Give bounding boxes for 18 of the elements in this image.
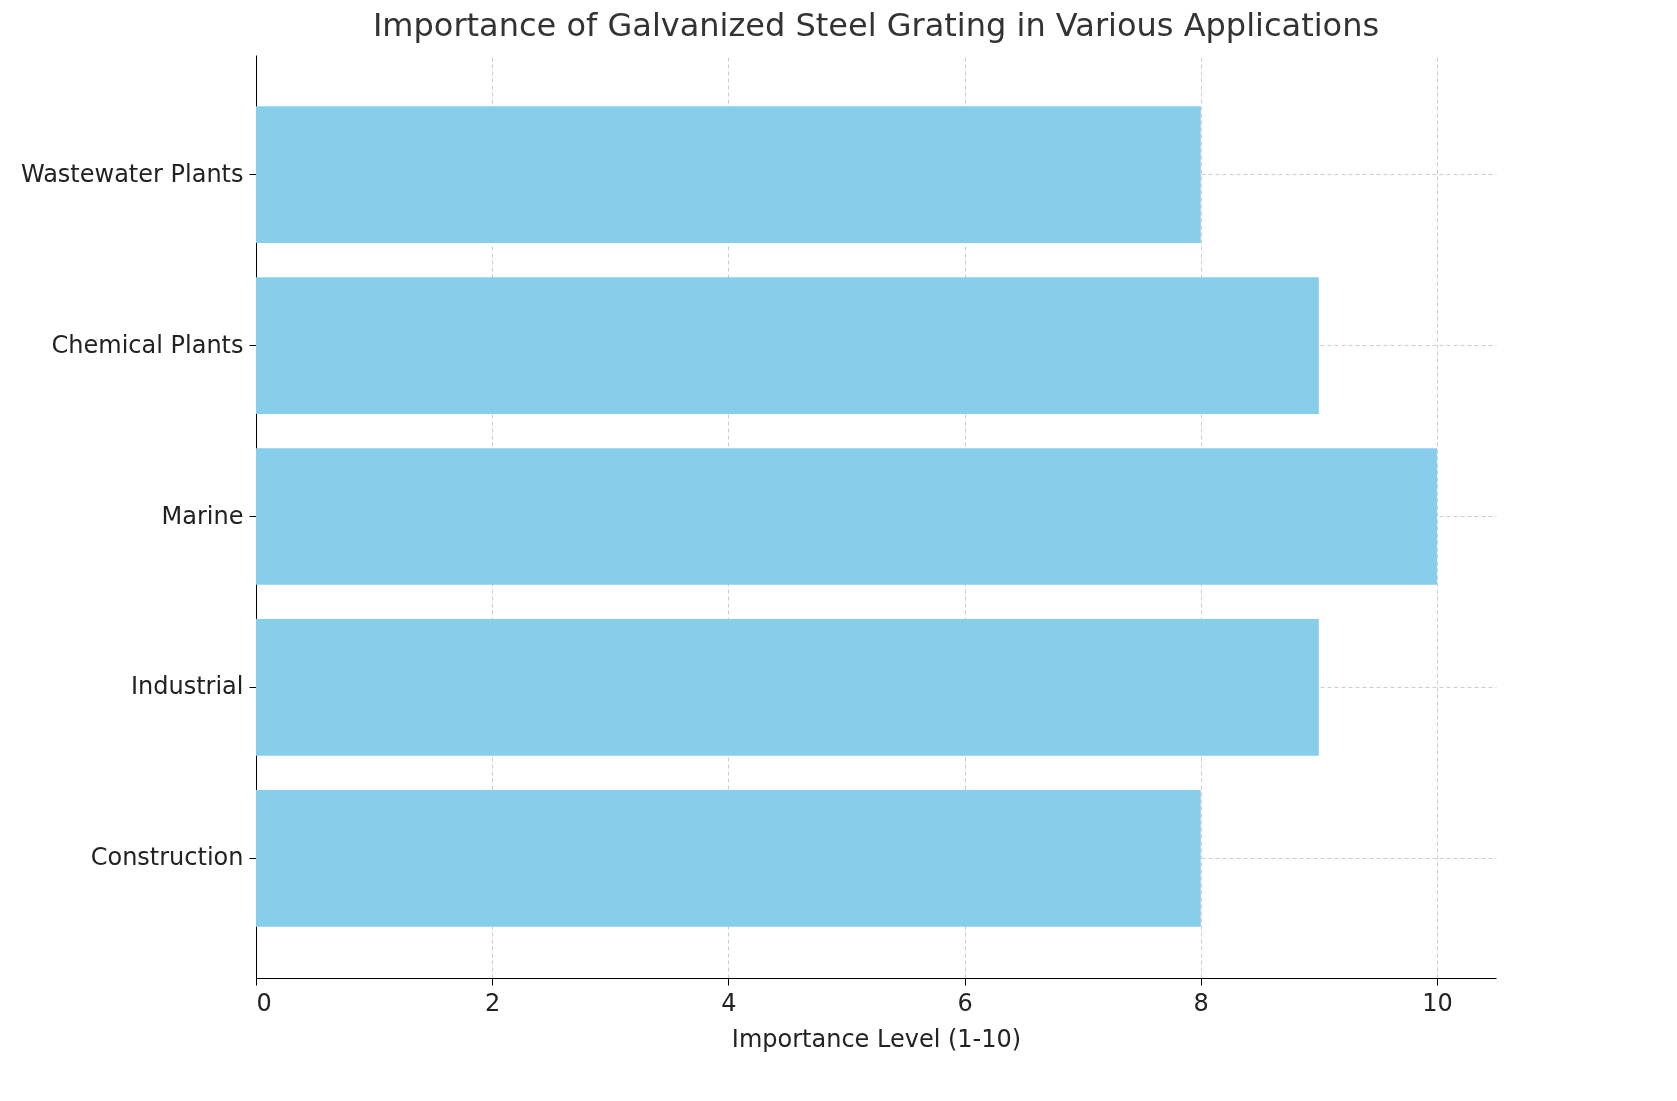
bar <box>256 448 1437 585</box>
x-tick-label: 6 <box>957 988 973 1017</box>
x-tick-label: 8 <box>1193 988 1209 1017</box>
bar <box>256 789 1201 927</box>
x-axis-title: Importance Level (1-10) <box>731 1024 1022 1053</box>
y-tick-label: Construction <box>90 843 244 872</box>
x-tick-label: 4 <box>721 988 737 1017</box>
y-tick-label: Marine <box>161 501 244 530</box>
x-tick-label: 0 <box>256 988 272 1017</box>
bar <box>256 277 1319 414</box>
bar <box>256 106 1201 244</box>
y-tick-label: Wastewater Plants <box>20 159 244 188</box>
x-tick-label: 2 <box>485 988 501 1017</box>
bar <box>256 619 1319 756</box>
y-tick-label: Chemical Plants <box>51 330 244 359</box>
chart-title: Importance of Galvanized Steel Grating in Various Applications <box>372 6 1380 44</box>
x-tick-label: 10 <box>1422 988 1453 1017</box>
y-tick-label: Industrial <box>130 672 244 701</box>
